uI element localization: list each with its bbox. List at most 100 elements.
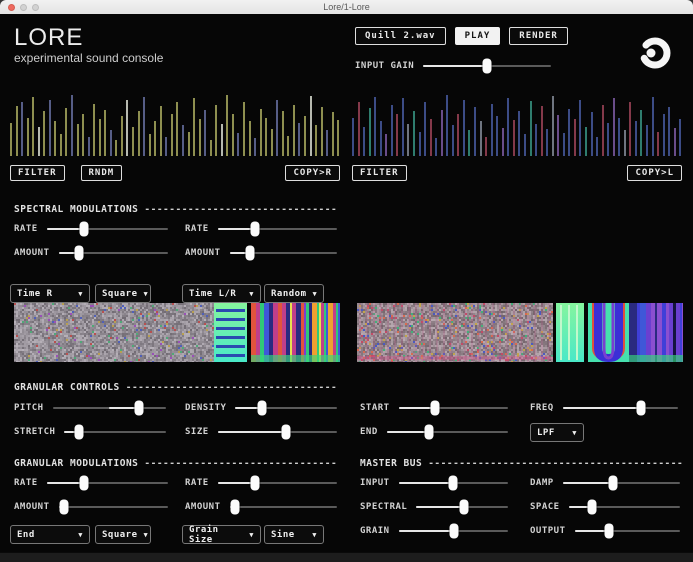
minimize-button[interactable] bbox=[20, 3, 27, 11]
spectrum-bar bbox=[623, 130, 626, 156]
left-filter-button[interactable]: FILTER bbox=[10, 165, 65, 181]
left-spectrogram[interactable] bbox=[14, 303, 340, 362]
density-slider[interactable] bbox=[235, 400, 337, 416]
spectrum-bar bbox=[424, 101, 427, 156]
spectrum-bar bbox=[363, 127, 366, 156]
spectrum-bar bbox=[298, 122, 301, 156]
amount-label: AMOUNT bbox=[185, 248, 221, 258]
slider-handle[interactable] bbox=[449, 523, 459, 539]
left-spectrum-display[interactable] bbox=[10, 92, 340, 156]
slider-handle[interactable] bbox=[230, 499, 240, 515]
slider-handle[interactable] bbox=[459, 499, 469, 515]
left-rndm-button[interactable]: RNDM bbox=[80, 165, 123, 181]
size-label: SIZE bbox=[185, 427, 209, 437]
slider-handle[interactable] bbox=[59, 499, 69, 515]
start-slider[interactable] bbox=[398, 400, 508, 416]
right-channel-buttons: FILTER COPY>L bbox=[352, 165, 682, 181]
spectral-mod1-rate-slider[interactable] bbox=[46, 221, 168, 237]
granular-mod1-shape-select[interactable]: Square ▼ bbox=[95, 525, 151, 544]
slider-handle[interactable] bbox=[79, 475, 89, 491]
spectrum-bar bbox=[265, 117, 268, 156]
master-input-slider[interactable] bbox=[398, 475, 508, 491]
spectrum-bar bbox=[82, 114, 85, 156]
spectrum-bar bbox=[315, 125, 318, 156]
spectrum-bar bbox=[540, 106, 543, 156]
spectral-mod1-target-select[interactable]: Time R ▼ bbox=[10, 284, 90, 303]
slider-handle[interactable] bbox=[482, 58, 492, 74]
spectrum-bar bbox=[657, 131, 660, 156]
close-button[interactable] bbox=[8, 3, 15, 11]
master-bus-col-1: INPUT SPECTRAL GRAIN bbox=[360, 474, 508, 540]
spectrum-bar bbox=[368, 108, 371, 156]
page-title: LORE bbox=[14, 24, 84, 51]
spectrum-bar bbox=[496, 116, 499, 156]
granular-col-3: START END bbox=[360, 399, 508, 441]
slider-handle[interactable] bbox=[257, 400, 267, 416]
stretch-slider[interactable] bbox=[64, 424, 166, 440]
slider-handle[interactable] bbox=[245, 245, 255, 261]
spectral-mod2-rate-slider[interactable] bbox=[217, 221, 337, 237]
granular-mod2-amount-slider[interactable] bbox=[229, 499, 337, 515]
slider-handle[interactable] bbox=[79, 221, 89, 237]
zoom-button[interactable] bbox=[32, 3, 39, 11]
master-space-slider[interactable] bbox=[568, 499, 680, 515]
freq-slider[interactable] bbox=[562, 400, 678, 416]
granular-mod2-rate-slider[interactable] bbox=[217, 475, 337, 491]
slider-handle[interactable] bbox=[636, 400, 646, 416]
spectrum-bar bbox=[401, 98, 404, 156]
granular-mod1-target-select[interactable]: End ▼ bbox=[10, 525, 90, 544]
granular-modulations-header: GRANULAR MODULATIONS --------------------… bbox=[14, 458, 336, 469]
right-spectrogram[interactable] bbox=[357, 303, 683, 362]
master-spectral-slider[interactable] bbox=[416, 499, 508, 515]
spectral-mod1-amount-slider[interactable] bbox=[58, 245, 168, 261]
size-slider[interactable] bbox=[217, 424, 337, 440]
chevron-down-icon: ▼ bbox=[312, 289, 318, 298]
end-slider[interactable] bbox=[386, 424, 508, 440]
slider-handle[interactable] bbox=[604, 523, 614, 539]
spectrum-bar bbox=[640, 109, 643, 156]
spectrum-bar bbox=[390, 104, 393, 156]
slider-handle[interactable] bbox=[448, 475, 458, 491]
spectrum-bar bbox=[93, 103, 96, 156]
slider-handle[interactable] bbox=[250, 475, 260, 491]
slider-handle[interactable] bbox=[608, 475, 618, 491]
spectral-mod1-shape-select[interactable]: Square ▼ bbox=[95, 284, 151, 303]
spectrum-bar bbox=[242, 102, 245, 156]
master-damp-slider[interactable] bbox=[562, 475, 680, 491]
master-output-slider[interactable] bbox=[574, 523, 680, 539]
slider-handle[interactable] bbox=[74, 245, 84, 261]
spectral-mod2-shape-select[interactable]: Random ▼ bbox=[264, 284, 324, 303]
granular-mod1-amount-slider[interactable] bbox=[58, 499, 168, 515]
granular-mod2-target-select[interactable]: Grain Size ▼ bbox=[182, 525, 261, 545]
file-button[interactable]: Quill 2.wav bbox=[355, 27, 446, 45]
grain-label: GRAIN bbox=[360, 526, 390, 536]
slider-handle[interactable] bbox=[134, 400, 144, 416]
copy-to-right-button[interactable]: COPY>R bbox=[285, 165, 340, 181]
spectrum-bar bbox=[337, 120, 340, 156]
spectral-mod2-target-select[interactable]: Time L/R ▼ bbox=[182, 284, 261, 303]
pitch-slider[interactable] bbox=[52, 400, 166, 416]
right-spectrum-display[interactable] bbox=[352, 92, 682, 156]
master-grain-slider[interactable] bbox=[398, 523, 508, 539]
spectral-modulations-header: SPECTRAL MODULATIONS --------------------… bbox=[14, 204, 336, 215]
spectrum-bar bbox=[662, 113, 665, 156]
spectrum-bar bbox=[170, 114, 173, 156]
slider-handle[interactable] bbox=[281, 424, 291, 440]
slider-handle[interactable] bbox=[430, 400, 440, 416]
granular-mod1-rate-slider[interactable] bbox=[46, 475, 168, 491]
slider-handle[interactable] bbox=[424, 424, 434, 440]
chevron-down-icon: ▼ bbox=[249, 530, 254, 539]
slider-handle[interactable] bbox=[587, 499, 597, 515]
filter-type-select[interactable]: LPF ▼ bbox=[530, 423, 584, 442]
spectrum-bar bbox=[237, 132, 240, 156]
slider-handle[interactable] bbox=[74, 424, 84, 440]
spectral-mod2-amount-slider[interactable] bbox=[229, 245, 337, 261]
copy-to-left-button[interactable]: COPY>L bbox=[627, 165, 682, 181]
render-button[interactable]: RENDER bbox=[509, 27, 568, 45]
granular-mod2-shape-select[interactable]: Sine ▼ bbox=[264, 525, 324, 544]
right-filter-button[interactable]: FILTER bbox=[352, 165, 407, 181]
play-button[interactable]: PLAY bbox=[454, 27, 501, 45]
slider-handle[interactable] bbox=[250, 221, 260, 237]
app-surface: LORE experimental sound console Quill 2.… bbox=[0, 14, 693, 562]
input-gain-slider[interactable] bbox=[423, 58, 551, 74]
